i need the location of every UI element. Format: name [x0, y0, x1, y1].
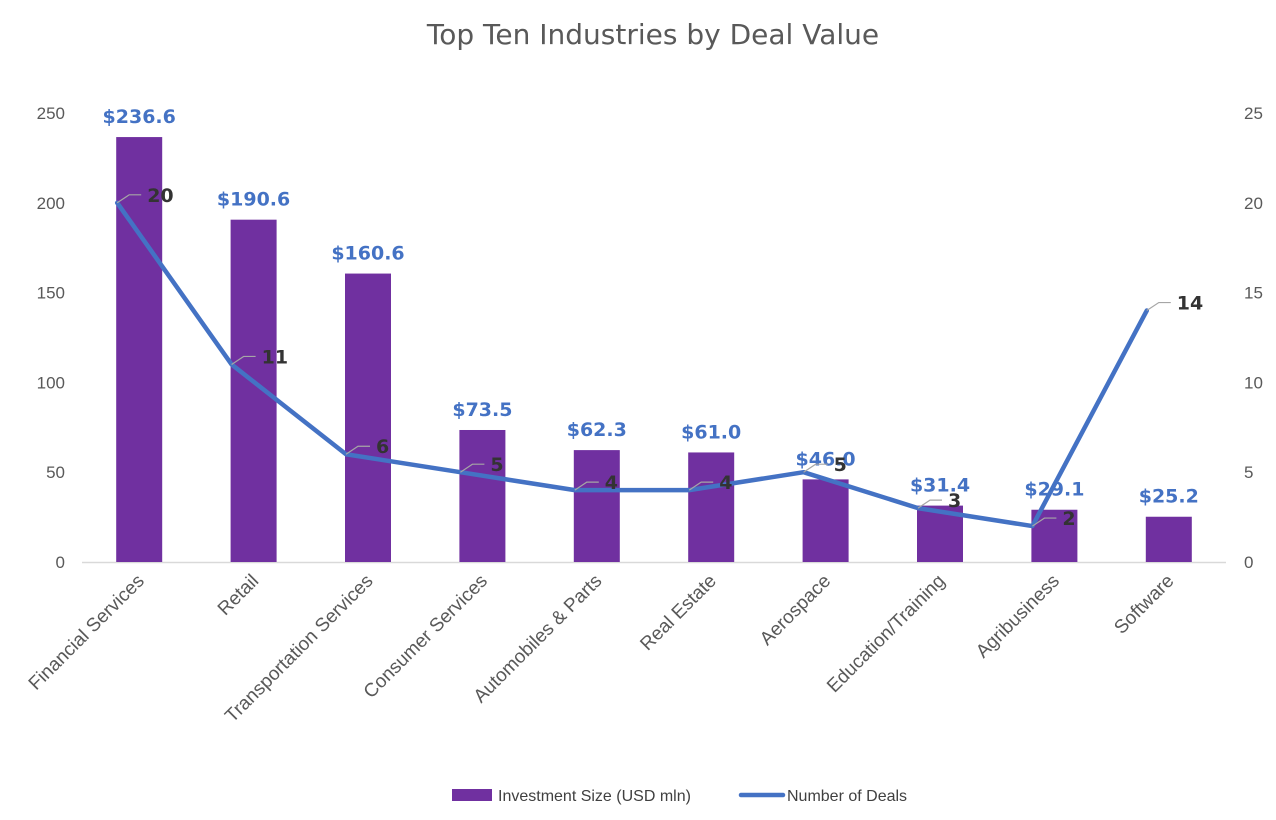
left-y-axis: 0 50 100 150 200 250 — [37, 104, 65, 572]
leader-line — [1032, 517, 1057, 527]
leader-line — [345, 445, 370, 455]
line-data-label: 11 — [262, 346, 288, 368]
bar-data-label: $236.6 — [103, 106, 176, 128]
right-y-tick-label: 15 — [1244, 284, 1263, 303]
bar-data-label: $46.0 — [796, 448, 856, 470]
legend-swatch-bars — [452, 789, 492, 801]
left-y-tick-label: 150 — [37, 284, 65, 303]
line-path[interactable] — [114, 200, 1150, 529]
legend-label-bars: Investment Size (USD mln) — [498, 788, 691, 805]
x-tick-label: Education/Training — [823, 571, 949, 697]
x-tick-label: Agribusiness — [972, 571, 1064, 663]
x-tick-label: Software — [1110, 571, 1178, 639]
right-y-tick-label: 0 — [1244, 553, 1253, 572]
line-data-label: 6 — [376, 436, 389, 458]
bar[interactable] — [1145, 516, 1192, 562]
x-tick-label: Aerospace — [756, 571, 835, 650]
bar-data-label: $25.2 — [1139, 486, 1199, 508]
line-data-label: 4 — [605, 472, 618, 494]
bar-data-label: $29.1 — [1024, 479, 1084, 501]
leader-line — [803, 463, 828, 473]
leader-line — [688, 481, 714, 491]
right-y-tick-label: 25 — [1244, 104, 1263, 123]
leader-line — [116, 194, 142, 204]
x-tick-label: Consumer Services — [360, 571, 492, 703]
line-data-label: 2 — [1062, 508, 1075, 530]
line-data-label: 3 — [948, 490, 961, 512]
left-y-tick-label: 250 — [37, 104, 65, 123]
leader-line — [1146, 301, 1171, 312]
bar-data-label: $73.5 — [452, 399, 512, 421]
leader-line — [460, 463, 485, 473]
line-data-label: 20 — [147, 185, 173, 207]
bar-series — [116, 137, 1192, 562]
line-data-label: 5 — [490, 454, 503, 476]
leader-line — [917, 499, 942, 509]
line-series — [114, 200, 1150, 529]
right-y-tick-label: 20 — [1244, 194, 1263, 213]
line-data-labels: 20 11 6 5 4 4 5 3 2 14 — [116, 185, 1203, 530]
x-tick-label: Financial Services — [25, 571, 149, 695]
bar[interactable] — [459, 429, 506, 562]
legend-label-line: Number of Deals — [787, 788, 907, 805]
leader-line — [231, 355, 256, 365]
bar[interactable] — [345, 273, 391, 562]
bar[interactable] — [688, 452, 735, 562]
leader-line — [574, 481, 599, 491]
bar-data-label: $160.6 — [331, 243, 404, 265]
bar-data-label: $190.6 — [217, 189, 290, 211]
line-data-label: 4 — [719, 472, 732, 494]
bar[interactable] — [116, 137, 163, 562]
line-data-label: 14 — [1177, 293, 1203, 315]
bar[interactable] — [802, 479, 849, 562]
left-y-tick-label: 0 — [56, 553, 65, 572]
bar-data-label: $61.0 — [681, 421, 741, 443]
left-y-tick-label: 200 — [37, 194, 65, 213]
bar[interactable] — [230, 219, 277, 562]
line-data-label: 5 — [834, 454, 847, 476]
bar[interactable] — [573, 450, 620, 562]
bar-data-label: $62.3 — [567, 419, 627, 441]
legend[interactable]: Investment Size (USD mln) Number of Deal… — [452, 788, 907, 805]
right-y-tick-label: 10 — [1244, 373, 1263, 392]
chart-title: Top Ten Industries by Deal Value — [426, 18, 879, 51]
right-y-tick-label: 5 — [1244, 463, 1253, 482]
bar-data-labels: $236.6 $190.6 $160.6 $73.5 $62.3 $61.0 $46.0 $3… — [103, 106, 1199, 508]
left-y-tick-label: 100 — [37, 373, 65, 392]
x-tick-label: Retail — [214, 571, 263, 620]
right-y-axis: 0 5 10 15 20 25 — [1244, 104, 1263, 572]
left-y-tick-label: 50 — [46, 463, 65, 482]
x-tick-label: Automobiles & Parts — [470, 571, 607, 708]
x-tick-label: Real Estate — [636, 571, 720, 655]
bar-data-label: $31.4 — [910, 475, 970, 497]
